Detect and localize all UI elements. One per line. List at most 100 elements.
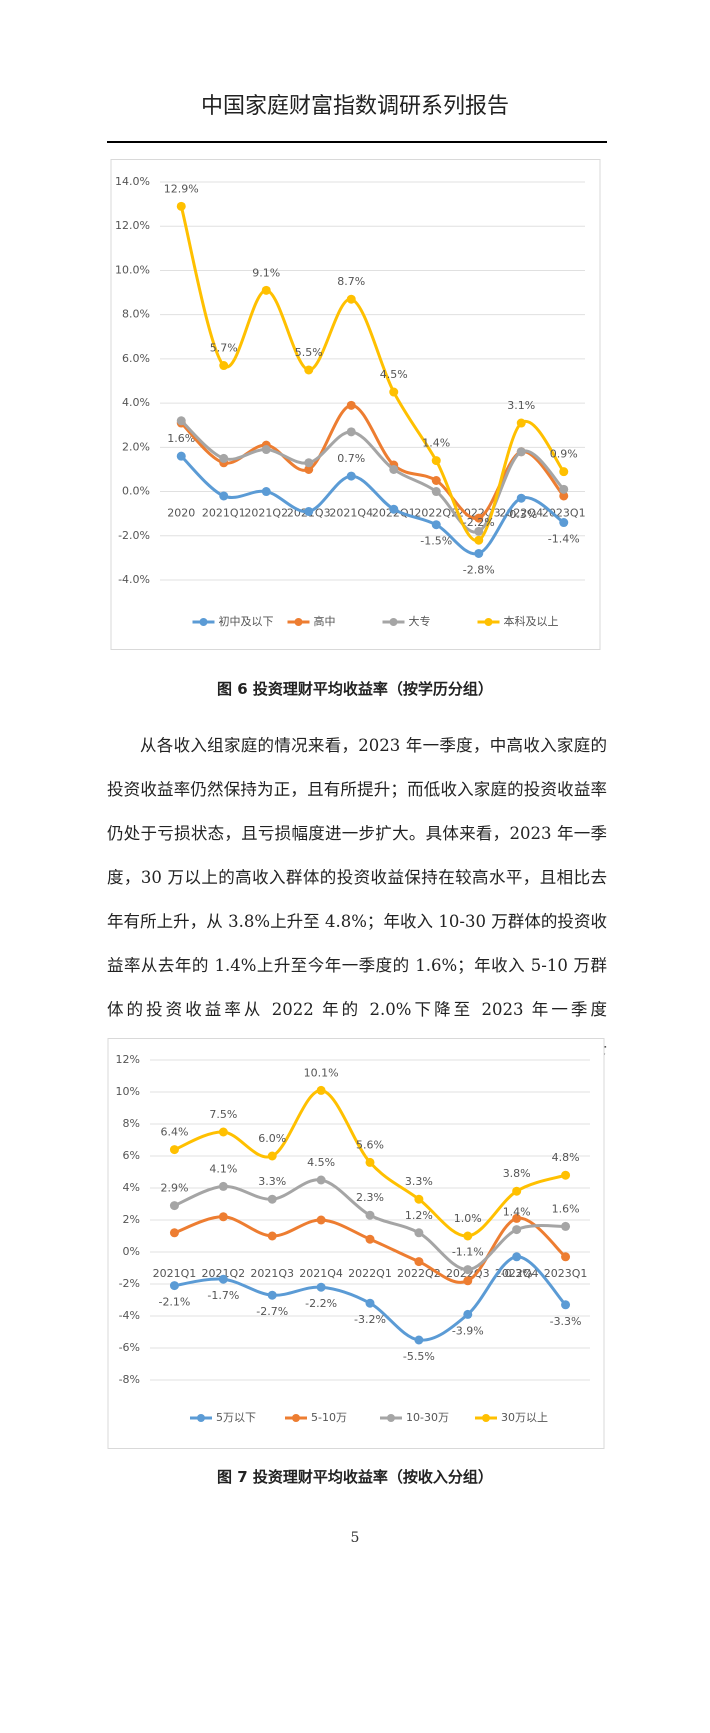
data-label: 4.5% (307, 1156, 335, 1169)
data-label: -5.5% (403, 1350, 435, 1363)
data-point (516, 447, 526, 457)
data-point (431, 456, 441, 466)
data-point (431, 520, 441, 530)
data-point (431, 487, 441, 497)
data-label: 2.9% (160, 1182, 188, 1195)
series-line (179, 205, 565, 542)
data-label: -2.8% (463, 563, 495, 576)
data-point (176, 201, 186, 211)
x-tick-label: 2021Q4 (329, 507, 373, 520)
y-tick-label: 12% (116, 1053, 140, 1066)
y-tick-label: 0% (123, 1245, 140, 1258)
data-point (267, 1151, 277, 1161)
x-tick-label: 2022Q2 (397, 1267, 441, 1280)
data-label: -0.3% (505, 508, 537, 521)
data-point (218, 1127, 228, 1137)
data-label: -2.7% (256, 1305, 288, 1318)
legend-label: 10-30万 (406, 1411, 449, 1424)
data-label: 9.1% (252, 266, 280, 279)
data-point (219, 361, 229, 371)
data-label: -1.5% (420, 535, 452, 548)
data-point (414, 1257, 424, 1267)
data-label: -2.2% (463, 516, 495, 529)
data-point (346, 400, 356, 410)
x-tick-label: 2021Q2 (202, 1267, 246, 1280)
chart-frame (107, 1038, 605, 1449)
y-tick-label: -8% (119, 1373, 140, 1386)
data-label: 6.0% (258, 1132, 286, 1145)
data-point (474, 535, 484, 545)
y-tick-label: 10% (116, 1085, 140, 1098)
data-point (414, 1228, 424, 1238)
data-label: 1.4% (422, 437, 450, 450)
data-point (218, 1274, 228, 1284)
x-tick-label: 2023Q1 (542, 507, 586, 520)
data-point (474, 548, 484, 558)
y-tick-label: -4.0% (118, 573, 150, 586)
data-point (389, 464, 399, 474)
data-point (463, 1265, 473, 1275)
series-line (180, 455, 565, 556)
x-tick-label: 2022Q1 (348, 1267, 392, 1280)
series-line (180, 419, 565, 534)
data-label: 8.7% (337, 275, 365, 288)
data-point (304, 464, 314, 474)
data-point (261, 285, 271, 295)
figure-caption: 图 7 投资理财平均收益率（按收入分组） (217, 1468, 493, 1486)
x-tick-label: 2021Q4 (299, 1267, 343, 1280)
legend-label: 30万以上 (501, 1411, 548, 1424)
x-tick-label: 2021Q3 (250, 1267, 294, 1280)
y-tick-label: -2.0% (118, 529, 150, 542)
data-label: 1.0% (454, 1212, 482, 1225)
data-point (516, 418, 526, 428)
y-tick-label: 6% (123, 1149, 140, 1162)
data-label: 7.5% (209, 1108, 237, 1121)
data-label: 4.1% (209, 1162, 237, 1175)
figure-caption: 图 6 投资理财平均收益率（按学历分组） (217, 680, 493, 698)
data-point (346, 294, 356, 304)
legend-marker (199, 618, 208, 626)
y-tick-label: 14.0% (115, 175, 150, 188)
data-point (218, 1212, 228, 1222)
y-tick-label: -6% (119, 1341, 140, 1354)
data-point (559, 484, 569, 494)
data-point (559, 467, 569, 477)
y-tick-label: 4% (123, 1181, 140, 1194)
data-point (316, 1175, 326, 1185)
legend-marker (292, 1414, 300, 1422)
y-tick-label: 8% (123, 1117, 140, 1130)
legend-label: 5-10万 (311, 1411, 347, 1424)
data-label: 3.3% (405, 1175, 433, 1188)
data-label: -3.9% (452, 1324, 484, 1337)
x-tick-label: 2021Q2 (244, 507, 288, 520)
data-point (512, 1186, 522, 1196)
data-point (316, 1085, 326, 1095)
data-point (512, 1252, 522, 1262)
data-point (365, 1157, 375, 1167)
legend-marker (484, 618, 493, 626)
data-point (561, 1300, 571, 1310)
legend-marker (389, 618, 398, 626)
y-tick-label: 6.0% (122, 352, 150, 365)
data-point (431, 476, 441, 485)
data-point (267, 1290, 277, 1300)
data-point (474, 513, 484, 523)
series-line (174, 1255, 567, 1342)
data-point (474, 526, 484, 536)
data-label: 2.3% (356, 1191, 384, 1204)
data-label: 1.2% (405, 1209, 433, 1222)
legend-label: 5万以下 (216, 1411, 256, 1424)
data-label: 4.8% (552, 1151, 580, 1164)
data-point (559, 518, 569, 528)
x-tick-label: 2020 (167, 507, 195, 520)
chart: -4.0% -2.0% 0.0% 2.0% 4.0% 6.0% 8.0% 10.0% 12.0%… (110, 159, 601, 650)
y-tick-label: 4.0% (122, 396, 150, 409)
y-tick-label: -4% (119, 1309, 140, 1322)
chart: -8% -6% -4% -2% 0% 2% 4% 6% 8% 10% 12% 2021Q1 2021Q2… (107, 1038, 605, 1449)
data-point (463, 1231, 473, 1241)
data-point (561, 1221, 571, 1231)
data-point (561, 1170, 571, 1180)
data-label: -0.3% (501, 1267, 533, 1280)
data-point (414, 1335, 424, 1345)
